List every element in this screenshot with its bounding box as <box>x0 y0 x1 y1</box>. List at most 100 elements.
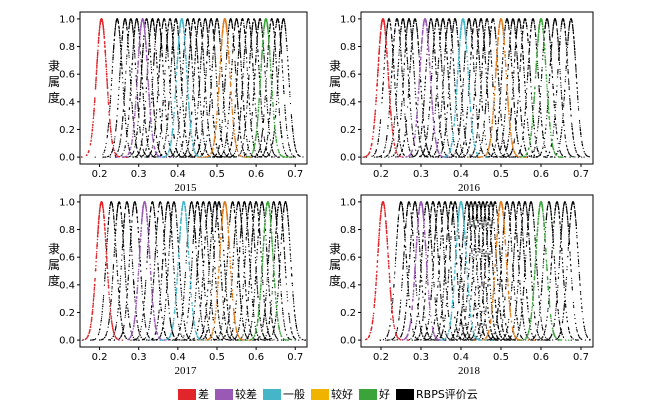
x-tick-label: 0.2 <box>92 169 108 180</box>
y-axis-label: 隶属度 <box>48 59 60 105</box>
grade-cloud-差 <box>81 18 128 158</box>
rbps-cloud-21 <box>252 201 306 341</box>
chart-panel-2018: 0.0 0.2 0.4 0.6 0.8 1.0 0.2 0.3 0.4 0.5 0.6 0.7 隶属度 2… <box>329 194 594 377</box>
rbps-cloud-2 <box>103 18 150 158</box>
y-tick-label: 1.0 <box>340 14 356 25</box>
rbps-cloud-16 <box>475 201 519 341</box>
grade-cloud-较差 <box>401 201 451 341</box>
x-tick-label: 0.4 <box>170 352 186 363</box>
rbps-cloud-24 <box>533 201 591 341</box>
rbps-cloud-4 <box>388 18 452 158</box>
rbps-cloud-19 <box>218 18 273 158</box>
chart-panel-2017: 0.0 0.2 0.4 0.6 0.8 1.0 0.2 0.3 0.4 0.5 0.6 0.7 隶属度 2… <box>48 194 308 377</box>
grade-cloud-一般 <box>150 201 221 341</box>
grade-cloud-好 <box>232 18 291 158</box>
grade-cloud-一般 <box>440 201 494 341</box>
rbps-cloud-8 <box>146 18 194 158</box>
grade-cloud-好 <box>237 201 296 341</box>
rbps-cloud-0 <box>362 18 408 158</box>
y-axis-label: 隶属度 <box>48 242 60 288</box>
rbps-cloud-9 <box>432 18 480 158</box>
rbps-cloud-17 <box>495 18 546 158</box>
rbps-cloud-18 <box>212 18 263 158</box>
rbps-cloud-11 <box>176 18 218 158</box>
legend-swatch <box>359 389 377 400</box>
y-tick-label: 0.4 <box>59 280 75 291</box>
cloud-drops <box>362 18 590 158</box>
y-tick-label: 0.0 <box>59 336 75 347</box>
cloud-drops <box>362 201 591 341</box>
y-axis-label: 隶属度 <box>329 242 341 288</box>
y-tick-label: 0.2 <box>340 125 356 136</box>
rbps-cloud-22 <box>246 18 296 158</box>
legend-swatch <box>396 389 414 400</box>
rbps-cloud-11 <box>444 201 498 341</box>
rbps-cloud-8 <box>426 18 479 158</box>
rbps-cloud-15 <box>465 201 523 341</box>
rbps-cloud-18 <box>232 201 279 341</box>
x-tick-label: 0.3 <box>131 352 147 363</box>
y-tick-label: 1.0 <box>340 197 356 208</box>
y-tick-label: 0.0 <box>340 336 356 347</box>
x-tick-label: 0.7 <box>287 352 303 363</box>
rbps-cloud-19 <box>509 18 560 158</box>
rbps-cloud-16 <box>212 18 251 158</box>
x-tick-label: 0.2 <box>92 352 108 363</box>
x-tick-label: 0.4 <box>453 169 469 180</box>
grade-cloud-较好 <box>467 18 527 158</box>
legend-label: 好 <box>379 387 390 401</box>
rbps-cloud-14 <box>469 18 515 158</box>
x-tick-label: 0.3 <box>413 169 429 180</box>
legend-label: RBPS评价云 <box>416 388 478 401</box>
rbps-cloud-15 <box>219 201 266 341</box>
rbps-cloud-12 <box>449 201 502 341</box>
x-tick-label: 0.6 <box>248 352 264 363</box>
legend-label: 较差 <box>235 387 257 401</box>
chart-panel-2016: 0.0 0.2 0.4 0.6 0.8 1.0 0.2 0.3 0.4 0.5 0.6 0.7 隶属度 2… <box>329 11 594 194</box>
rbps-cloud-21 <box>524 18 576 158</box>
cloud-drops <box>81 18 304 158</box>
grade-cloud-一般 <box>443 18 488 158</box>
legend-swatch <box>178 389 196 400</box>
rbps-cloud-24 <box>260 18 304 158</box>
y-tick-label: 0.4 <box>340 280 356 291</box>
rbps-cloud-18 <box>489 201 535 341</box>
x-tick-label: 0.7 <box>573 169 589 180</box>
y-tick-label: 0.8 <box>340 42 356 53</box>
legend-label: 较好 <box>331 387 353 401</box>
legend: 差 较差 一般 较好 好 RBPS评价云 <box>178 387 478 401</box>
grade-cloud-较好 <box>200 201 251 341</box>
rbps-cloud-4 <box>416 201 458 341</box>
rbps-cloud-20 <box>229 18 281 158</box>
rbps-cloud-12 <box>192 201 246 341</box>
y-tick-label: 0.4 <box>59 97 75 108</box>
grade-cloud-一般 <box>144 18 210 158</box>
grade-cloud-好 <box>520 18 571 158</box>
x-tick-label: 0.3 <box>413 352 429 363</box>
x-tick-label: 0.4 <box>170 169 186 180</box>
rbps-cloud-14 <box>206 201 252 341</box>
rbps-cloud-23 <box>530 201 579 341</box>
y-tick-label: 1.0 <box>59 14 75 25</box>
legend-label: 一般 <box>283 388 305 401</box>
grade-cloud-差 <box>362 201 410 341</box>
panel-year-title: 2017 <box>175 365 198 377</box>
y-tick-label: 0.8 <box>59 225 75 236</box>
rbps-cloud-12 <box>451 18 507 158</box>
y-tick-label: 0.2 <box>59 308 75 319</box>
rbps-cloud-23 <box>545 18 590 158</box>
plot-frame <box>360 11 594 165</box>
x-tick-label: 0.6 <box>533 169 549 180</box>
rbps-cloud-0 <box>81 201 138 341</box>
grade-cloud-差 <box>364 18 404 158</box>
rbps-cloud-6 <box>126 18 182 158</box>
y-tick-label: 0.0 <box>59 153 75 164</box>
grade-cloud-好 <box>518 201 570 341</box>
x-tick-label: 0.5 <box>493 169 509 180</box>
panel-year-title: 2018 <box>458 365 481 377</box>
x-tick-label: 0.5 <box>209 169 225 180</box>
rbps-cloud-20 <box>253 201 300 341</box>
y-tick-label: 0.2 <box>340 308 356 319</box>
rbps-cloud-11 <box>183 201 239 341</box>
